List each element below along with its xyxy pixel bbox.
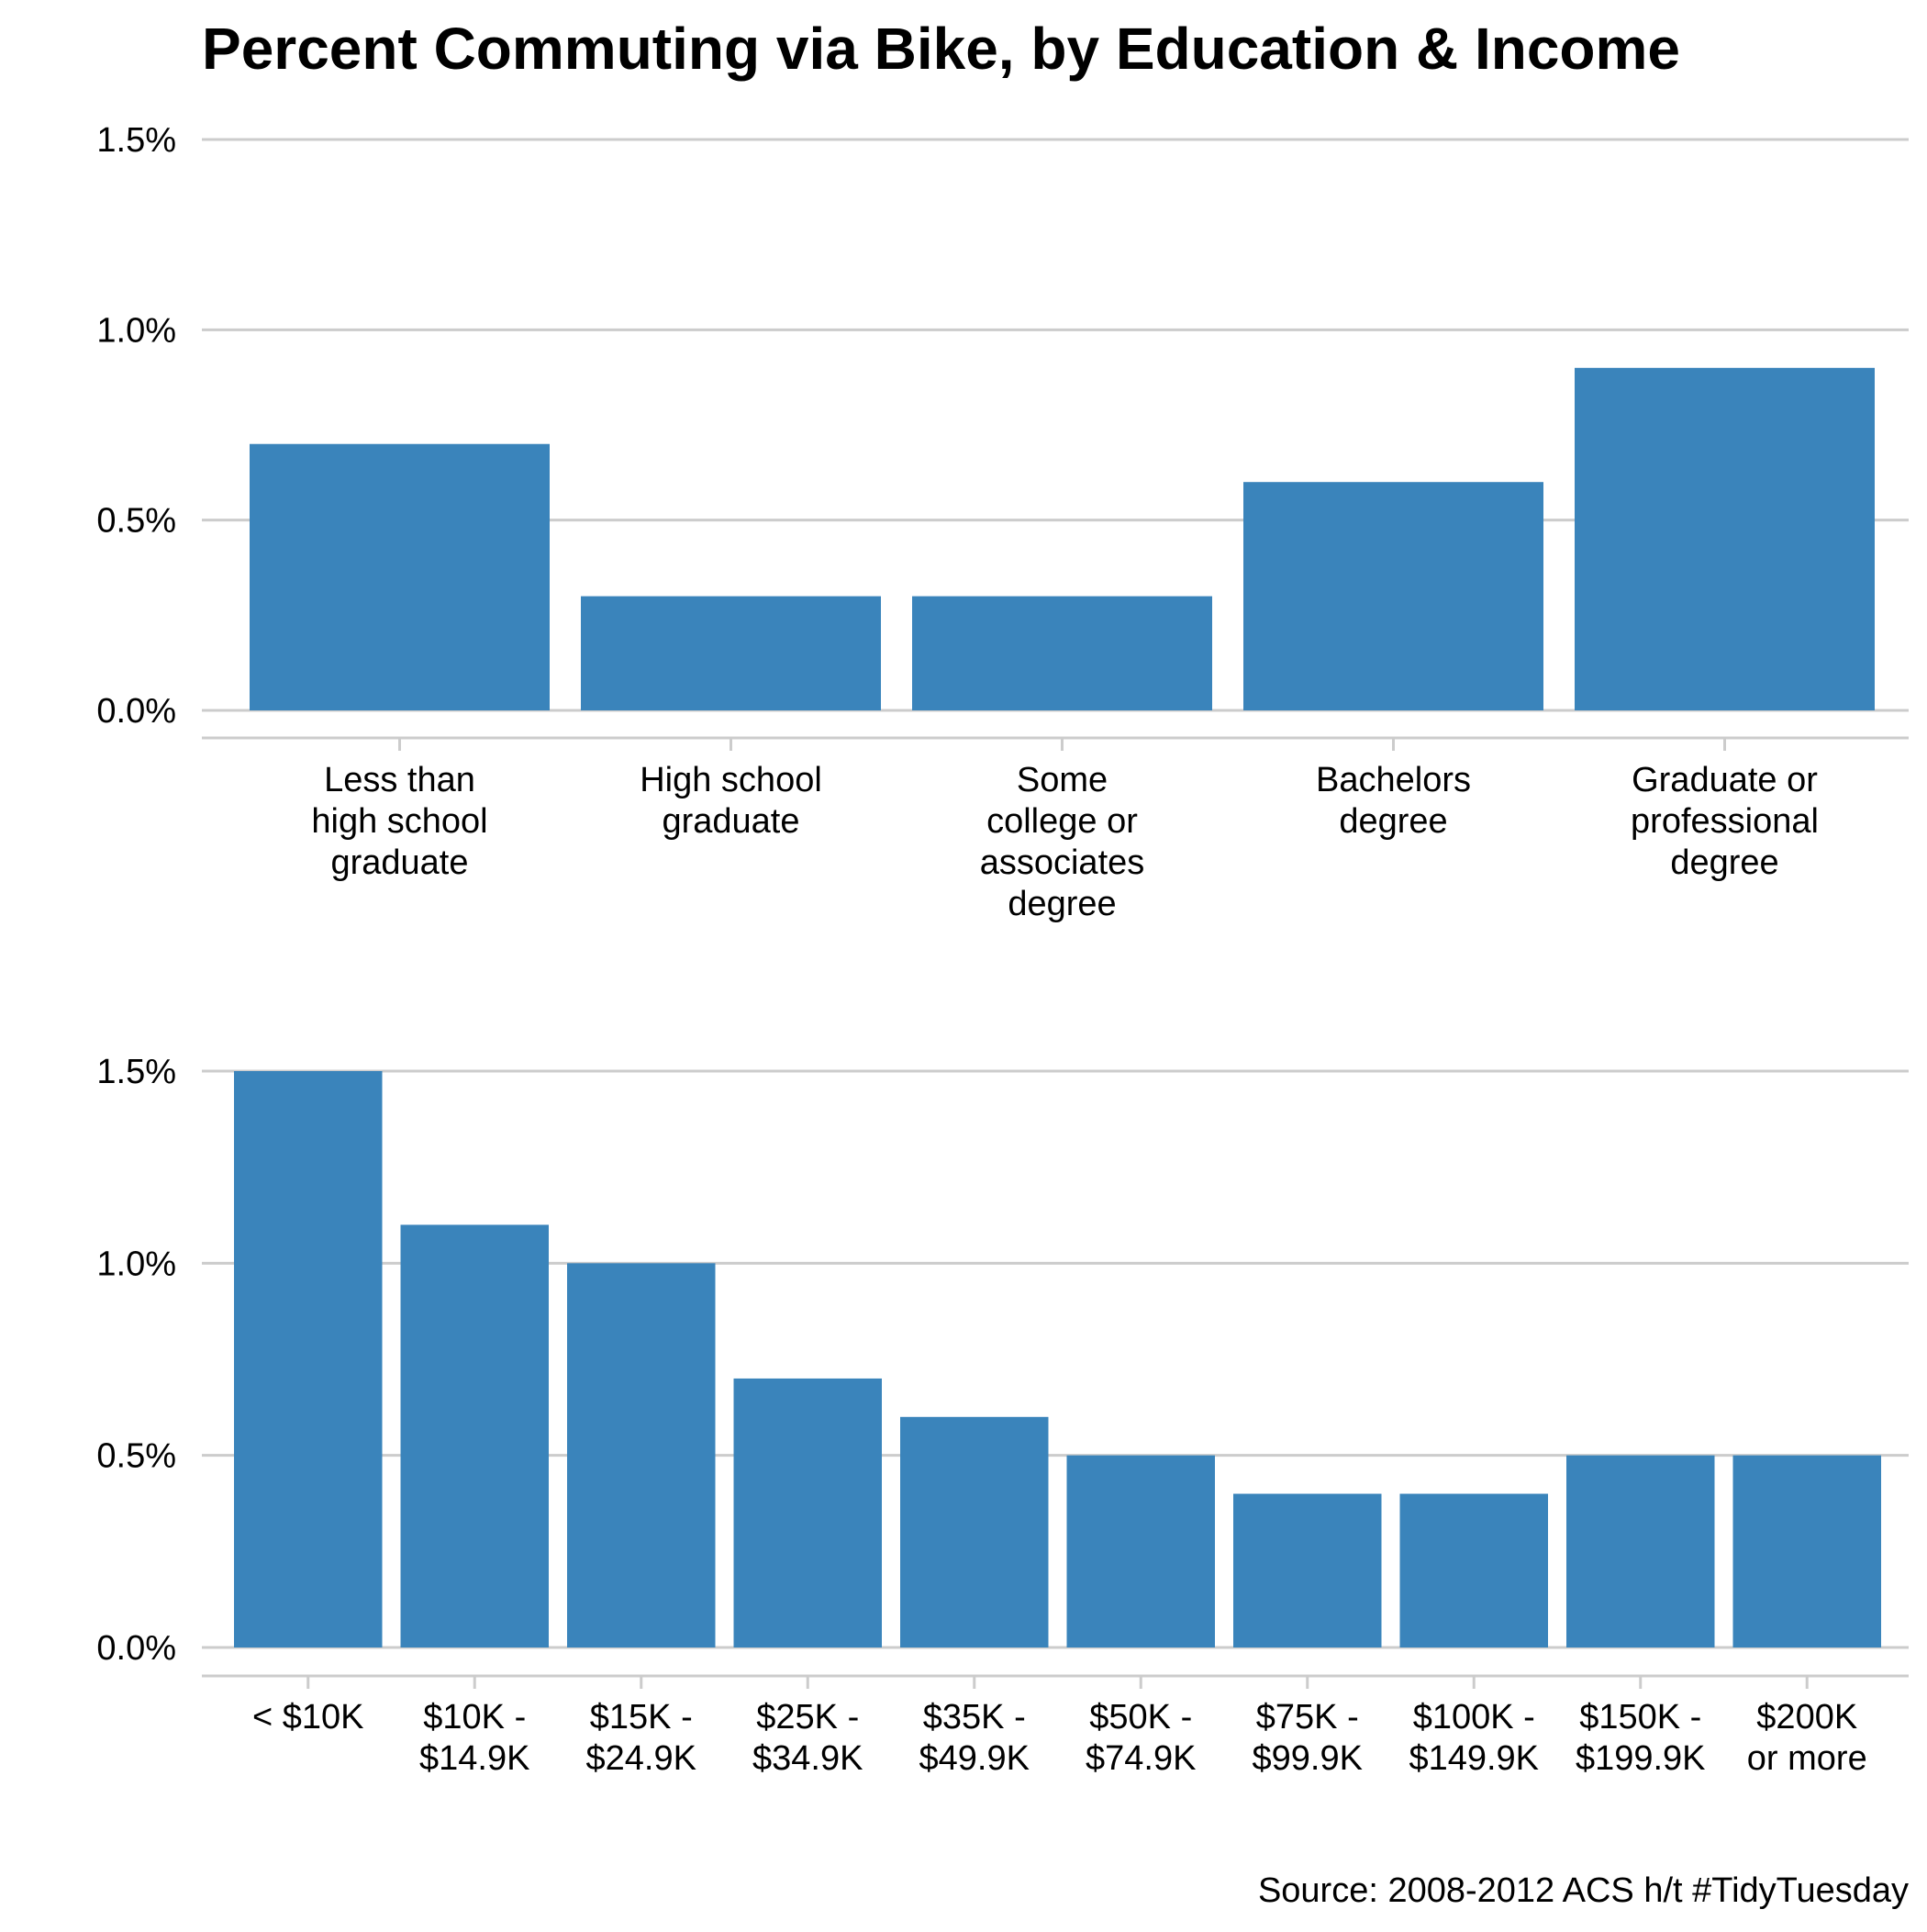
- x-tick-label-line: $75K -: [1256, 1698, 1359, 1737]
- x-tick-label-line: associates: [980, 843, 1145, 882]
- x-tick-label-line: $34.9K: [752, 1739, 863, 1778]
- x-tick-label-line: degree: [1008, 885, 1116, 923]
- chart-title: Percent Commuting via Bike, by Education…: [202, 16, 1680, 82]
- y-tick-label: 1.0%: [96, 1245, 176, 1283]
- bar: [1066, 1455, 1215, 1647]
- x-tick-label-line: degree: [1670, 843, 1778, 882]
- x-tick-label-line: or more: [1747, 1739, 1867, 1778]
- x-tick-label-line: $150K -: [1579, 1698, 1701, 1737]
- chart-caption: Source: 2008-2012 ACS h/t #TidyTuesday: [1258, 1871, 1909, 1910]
- chart-panels: 0.0%0.5%1.0%1.5%Less than high school grad…: [96, 121, 1909, 1778]
- x-tick-label-line: $24.9K: [586, 1739, 696, 1778]
- chart-panel-1: 0.0%0.5%1.0%1.5%Less than high school grad…: [96, 121, 1909, 923]
- y-tick-label: 0.0%: [96, 692, 176, 731]
- x-tick-label-line: $14.9K: [419, 1739, 529, 1778]
- x-tick-label: $75K -$99.9K: [1253, 1698, 1363, 1778]
- x-tick-label-line: $10K -: [423, 1698, 526, 1737]
- x-tick-label: Graduate or professional degree: [1631, 761, 1819, 882]
- x-tick-label: High school graduate: [640, 761, 822, 841]
- x-tick-label-line: college or: [986, 802, 1138, 841]
- x-tick-label-line: $49.9K: [919, 1739, 1030, 1778]
- x-tick-label-line: $100K -: [1413, 1698, 1535, 1737]
- x-tick-label-line: high school: [311, 802, 487, 841]
- x-tick-label-line: $15K -: [590, 1698, 693, 1737]
- x-tick-label-line: $199.9K: [1576, 1739, 1706, 1778]
- bar: [1233, 1493, 1382, 1647]
- x-tick-label: < $10K: [252, 1698, 364, 1737]
- y-tick-label: 0.0%: [96, 1629, 176, 1668]
- x-tick-label-line: $74.9K: [1086, 1739, 1196, 1778]
- x-tick-label-line: Less than: [324, 761, 475, 799]
- bar: [250, 443, 550, 710]
- x-tick-label: Bachelors degree: [1316, 761, 1471, 841]
- x-tick-label: $10K -$14.9K: [419, 1698, 529, 1778]
- x-tick-label-line: Graduate or: [1632, 761, 1818, 799]
- bar: [733, 1378, 882, 1647]
- bar: [1566, 1455, 1715, 1647]
- x-tick-label-line: $200K: [1756, 1698, 1857, 1737]
- y-tick-label: 1.0%: [96, 311, 176, 350]
- x-tick-label-line: < $10K: [252, 1698, 364, 1737]
- bar: [400, 1224, 549, 1647]
- x-tick-label: Less than high school graduate: [311, 761, 487, 882]
- bar: [1732, 1455, 1881, 1647]
- y-tick-label: 0.5%: [96, 1437, 176, 1476]
- x-tick-label-line: $50K -: [1089, 1698, 1192, 1737]
- bar: [1399, 1493, 1548, 1647]
- x-tick-label-line: graduate: [330, 843, 468, 882]
- x-tick-label-line: $25K -: [756, 1698, 859, 1737]
- x-tick-label-line: $149.9K: [1409, 1739, 1539, 1778]
- y-tick-label: 0.5%: [96, 502, 176, 541]
- x-tick-label: $50K -$74.9K: [1086, 1698, 1196, 1778]
- x-tick-label-line: Bachelors: [1316, 761, 1471, 799]
- y-tick-label: 1.5%: [96, 121, 176, 160]
- x-tick-label-line: Some: [1017, 761, 1108, 799]
- chart-panel-2: 0.0% 0.5% 1.0% 1.5% < $10K $10K -$14.9K $15K -…: [96, 1053, 1909, 1778]
- bar: [234, 1071, 383, 1647]
- bar: [1575, 367, 1875, 710]
- bar: [1243, 482, 1543, 710]
- x-tick-label-line: graduate: [662, 802, 799, 841]
- bar: [581, 596, 881, 710]
- x-tick-label-line: High school: [640, 761, 822, 799]
- x-tick-label: Some college or associates degree: [980, 761, 1145, 923]
- bar: [567, 1263, 716, 1647]
- x-tick-label: $150K -$199.9K: [1576, 1698, 1706, 1778]
- x-tick-label-line: $99.9K: [1253, 1739, 1363, 1778]
- x-tick-label: $200K or more: [1747, 1698, 1867, 1778]
- bar: [900, 1416, 1049, 1647]
- x-tick-label: $15K -$24.9K: [586, 1698, 696, 1778]
- x-tick-label: $25K -$34.9K: [752, 1698, 863, 1778]
- bar: [912, 596, 1212, 710]
- x-tick-label: $100K -$149.9K: [1409, 1698, 1539, 1778]
- x-tick-label-line: $35K -: [923, 1698, 1026, 1737]
- y-tick-label: 1.5%: [96, 1053, 176, 1091]
- x-tick-label-line: degree: [1339, 802, 1447, 841]
- x-tick-label: $35K -$49.9K: [919, 1698, 1030, 1778]
- x-tick-label-line: professional: [1631, 802, 1819, 841]
